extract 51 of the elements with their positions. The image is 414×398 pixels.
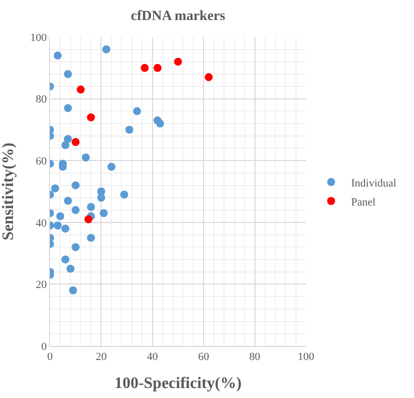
point xyxy=(54,52,62,60)
point xyxy=(51,184,60,192)
point xyxy=(86,234,95,242)
y-tick-label: 100 xyxy=(30,32,48,44)
point xyxy=(100,209,108,218)
point xyxy=(156,120,164,128)
point xyxy=(125,126,134,134)
point xyxy=(61,224,70,233)
legend-label: Panel xyxy=(351,196,376,208)
point xyxy=(133,107,142,116)
point xyxy=(86,202,95,211)
point xyxy=(97,194,106,202)
point xyxy=(82,154,90,162)
point xyxy=(107,162,116,171)
point xyxy=(84,215,92,224)
x-tick-label: 80 xyxy=(249,351,261,364)
point xyxy=(54,221,62,230)
y-tick-label: 20 xyxy=(36,279,48,292)
x-tick-label: 60 xyxy=(198,351,210,364)
point xyxy=(64,70,72,78)
point xyxy=(69,286,78,294)
point xyxy=(76,86,85,94)
point xyxy=(66,264,74,273)
x-tick-label: 40 xyxy=(146,351,158,364)
point xyxy=(204,73,213,82)
chart-title: cfDNA markers xyxy=(130,8,226,24)
point xyxy=(72,243,80,252)
point xyxy=(56,212,64,220)
point xyxy=(64,104,72,112)
y-axis-title: Sensitivity(%) xyxy=(0,142,17,240)
x-tick-label: 100 xyxy=(298,351,315,364)
point xyxy=(72,138,80,146)
point xyxy=(86,113,95,122)
point xyxy=(64,196,72,205)
point xyxy=(154,64,162,72)
legend-label: Individual xyxy=(351,177,396,190)
point xyxy=(64,134,72,143)
x-axis-title: 100-Specificity(%) xyxy=(114,374,242,392)
point xyxy=(72,181,80,190)
point xyxy=(72,206,80,214)
point xyxy=(61,255,70,264)
point xyxy=(102,45,110,54)
point xyxy=(61,141,70,150)
point xyxy=(140,64,149,72)
point xyxy=(120,190,128,199)
x-tick-label: 20 xyxy=(96,351,108,364)
point xyxy=(174,58,182,66)
y-tick-label: 80 xyxy=(36,94,48,106)
y-tick-label: 0 xyxy=(41,340,48,353)
y-tick-label: 60 xyxy=(36,155,48,168)
y-tick-label: 40 xyxy=(36,217,48,230)
